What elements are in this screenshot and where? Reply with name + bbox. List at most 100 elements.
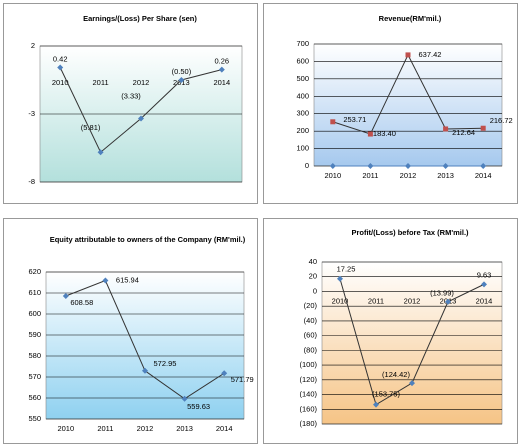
data-label: 559.63: [187, 402, 210, 411]
y-tick-label: (20): [304, 301, 318, 310]
x-tick-label: 2010: [324, 171, 341, 180]
chart-title: Profit/(Loss) before Tax (RM'mil.): [351, 228, 469, 237]
data-label: 637.42: [419, 50, 442, 59]
x-tick-label: 2011: [97, 424, 113, 433]
marker: [367, 163, 374, 169]
marker: [337, 275, 343, 282]
x-tick-label: 2011: [362, 171, 378, 180]
y-tick-label: (100): [299, 360, 317, 369]
panel: [263, 218, 518, 444]
data-label: 0.42: [53, 54, 68, 63]
panel: [3, 3, 258, 204]
y-tick-label: 590: [28, 330, 41, 339]
y-tick-label: 0: [313, 286, 317, 295]
marker: [481, 281, 487, 288]
data-label: 212.64: [452, 128, 475, 137]
y-tick-label: 40: [309, 257, 317, 266]
data-label: (0.50): [172, 67, 192, 76]
y-tick-label: 600: [296, 56, 309, 65]
y-tick-label: 500: [296, 74, 309, 83]
marker: [445, 298, 451, 305]
chart-title: Revenue(RM'mil.): [378, 14, 442, 23]
y-tick-label: 0: [305, 161, 309, 170]
marker: [405, 52, 411, 58]
marker: [405, 163, 411, 169]
x-tick-label: 2014: [213, 78, 230, 87]
y-tick-label: (80): [304, 345, 318, 354]
chart-title: Earnings/(Loss) Per Share (sen): [83, 14, 197, 23]
marker: [138, 115, 144, 122]
x-tick-label: 2010: [57, 424, 74, 433]
y-tick-label: 610: [28, 288, 41, 297]
plot-area: [45, 271, 245, 420]
y-tick-label: 2: [31, 41, 35, 50]
data-label: (5.81): [81, 123, 101, 132]
y-tick-label: 200: [296, 126, 309, 135]
y-tick-label: 20: [309, 272, 317, 281]
y-tick-label: (160): [299, 404, 317, 413]
marker: [367, 131, 373, 137]
marker: [480, 163, 487, 169]
plot-area: [321, 261, 503, 425]
y-tick-label: 300: [296, 109, 309, 118]
y-tick-label: 580: [28, 351, 41, 360]
data-label: 571.79: [231, 375, 254, 384]
x-tick-label: 2013: [437, 171, 454, 180]
marker: [218, 66, 225, 73]
marker: [329, 163, 336, 169]
x-tick-label: 2014: [476, 296, 493, 305]
marker: [373, 401, 379, 408]
x-tick-label: 2011: [93, 78, 109, 87]
data-label: 608.58: [70, 298, 93, 307]
marker: [102, 277, 109, 284]
data-label: 0.26: [214, 57, 229, 66]
marker: [443, 126, 449, 132]
panel: [3, 218, 258, 444]
y-tick-label: 100: [296, 144, 309, 153]
marker: [330, 119, 336, 125]
x-tick-label: 2011: [368, 296, 384, 305]
y-tick-label: (180): [299, 419, 317, 428]
data-label: 615.94: [116, 276, 139, 285]
data-label: 572.95: [154, 359, 177, 368]
marker: [178, 77, 185, 83]
y-tick-label: 700: [296, 39, 309, 48]
y-tick-label: 570: [28, 372, 41, 381]
y-tick-label: -8: [28, 177, 35, 186]
marker: [221, 370, 228, 377]
x-tick-label: 2012: [400, 171, 417, 180]
y-tick-label: (40): [304, 316, 318, 325]
x-tick-label: 2014: [475, 171, 492, 180]
data-label: 17.25: [337, 265, 356, 274]
x-tick-label: 2012: [133, 78, 150, 87]
x-tick-label: 2012: [404, 296, 421, 305]
x-tick-label: 2012: [137, 424, 154, 433]
x-tick-label: 2010: [332, 296, 349, 305]
marker: [142, 367, 148, 374]
plot-area: [313, 43, 503, 167]
y-tick-label: 620: [28, 267, 41, 276]
x-tick-label: 2010: [52, 78, 69, 87]
data-label: (3.33): [121, 91, 141, 100]
y-tick-label: 600: [28, 309, 41, 318]
y-tick-label: (140): [299, 390, 317, 399]
panel: [263, 3, 518, 204]
marker: [181, 395, 188, 402]
x-tick-label: 2014: [216, 424, 233, 433]
data-label: 253.71: [343, 115, 366, 124]
marker: [480, 125, 486, 131]
data-label: 183.40: [373, 129, 396, 138]
marker: [97, 149, 104, 156]
y-tick-label: (60): [304, 331, 318, 340]
data-label: 9.63: [477, 270, 492, 279]
y-tick-label: 560: [28, 393, 41, 402]
y-tick-label: -3: [28, 109, 35, 118]
y-tick-label: 550: [28, 414, 41, 423]
marker: [57, 64, 64, 71]
data-label: (124.42): [382, 370, 410, 379]
y-tick-label: (120): [299, 375, 317, 384]
chart-title: Equity attributable to owners of the Com…: [49, 235, 246, 244]
data-label: (153.75): [372, 390, 400, 399]
x-tick-label: 2013: [176, 424, 193, 433]
